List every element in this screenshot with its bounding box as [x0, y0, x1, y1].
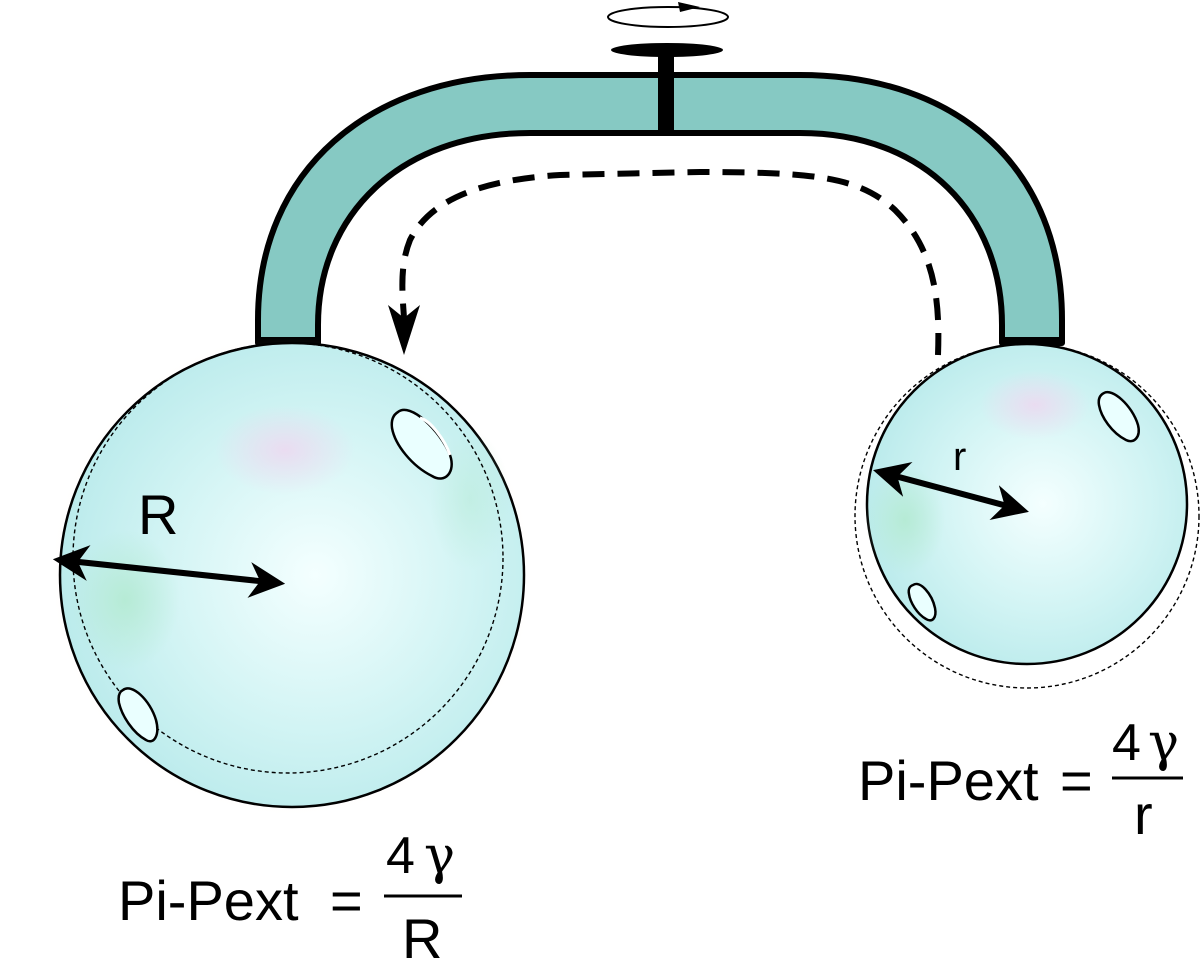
equation-equals: =	[1060, 749, 1093, 812]
radius-label-R: R	[138, 483, 178, 546]
equation-lhs: Pi-Pext	[118, 869, 299, 932]
equation-lhs: Pi-Pext	[858, 749, 1039, 812]
numerator-coef: 4	[1112, 714, 1141, 772]
numerator-gamma: γ	[1148, 713, 1179, 773]
radius-arrow-r	[873, 462, 1029, 520]
denominator: R	[402, 907, 442, 963]
numerator-coef: 4	[386, 827, 415, 885]
left-equation: Pi-Pext = 4 γ R	[118, 826, 462, 963]
reflection-icon	[390, 408, 453, 480]
reflection-icon	[117, 687, 159, 743]
rotation-arrow-icon	[607, 2, 729, 28]
left-bubble: R	[52, 335, 532, 815]
reflection-icon	[907, 582, 937, 622]
reflection-icon	[1097, 390, 1140, 443]
valve-icon[interactable]	[611, 43, 723, 134]
numerator-gamma: γ	[424, 826, 455, 886]
right-bubble: r	[854, 342, 1200, 689]
right-equation: Pi-Pext = 4 γ r	[858, 713, 1183, 846]
equation-equals: =	[330, 869, 363, 932]
denominator: r	[1134, 783, 1153, 846]
radius-label-r: r	[953, 435, 966, 479]
dashed-flow-arrow-icon	[388, 168, 942, 356]
right-bubble-dashed-outline	[854, 343, 1200, 689]
radius-arrow-R	[52, 545, 286, 598]
